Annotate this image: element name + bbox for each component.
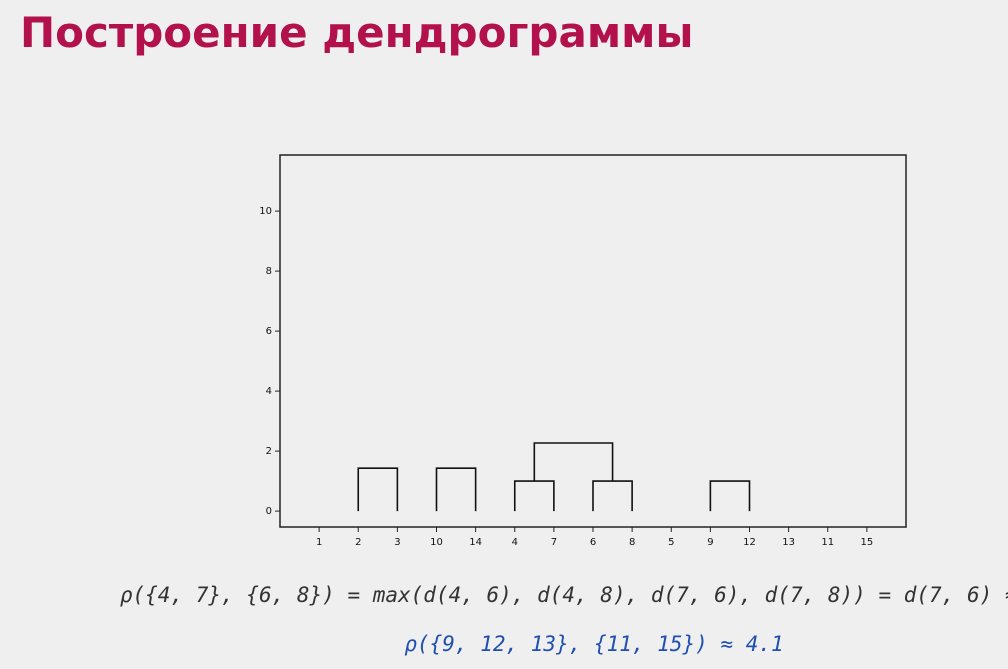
x-tick-label: 10 [430, 537, 443, 548]
x-tick-label: 11 [821, 537, 834, 548]
x-tick-label: 5 [668, 537, 674, 548]
x-tick-label: 15 [861, 537, 874, 548]
x-tick-label: 2 [355, 537, 361, 548]
x-tick-label: 12 [743, 537, 756, 548]
y-tick-label: 4 [266, 386, 272, 397]
y-tick-label: 0 [266, 506, 272, 517]
y-tick-label: 6 [266, 326, 272, 337]
x-tick-label: 7 [551, 537, 557, 548]
y-tick-label: 2 [266, 446, 272, 457]
x-tick-label: 13 [782, 537, 795, 548]
plot-frame [279, 154, 907, 528]
x-tick-label: 4 [512, 537, 518, 548]
dendrogram-link [357, 467, 399, 512]
x-tick-label: 14 [469, 537, 482, 548]
x-tick-label: 1 [316, 537, 322, 548]
x-tick-label: 8 [629, 537, 635, 548]
dendrogram-link [592, 480, 633, 512]
x-tick-label: 9 [707, 537, 713, 548]
x-tick-label: 6 [590, 537, 596, 548]
dendrogram-link [709, 480, 751, 512]
slide-title: Построение дендрограммы [20, 8, 694, 57]
y-tick-label: 10 [259, 206, 272, 217]
x-tick-label: 3 [394, 537, 400, 548]
dendrogram-link [533, 442, 614, 482]
y-tick-label: 8 [266, 266, 272, 277]
formula: ρ({4, 7}, {6, 8}) = max(d(4, 6), d(4, 8)… [119, 583, 1008, 607]
dendrogram-link [513, 480, 555, 512]
formula: ρ({9, 12, 13}, {11, 15}) ≈ 4.1 [404, 632, 784, 656]
dendrogram-link [435, 467, 477, 512]
